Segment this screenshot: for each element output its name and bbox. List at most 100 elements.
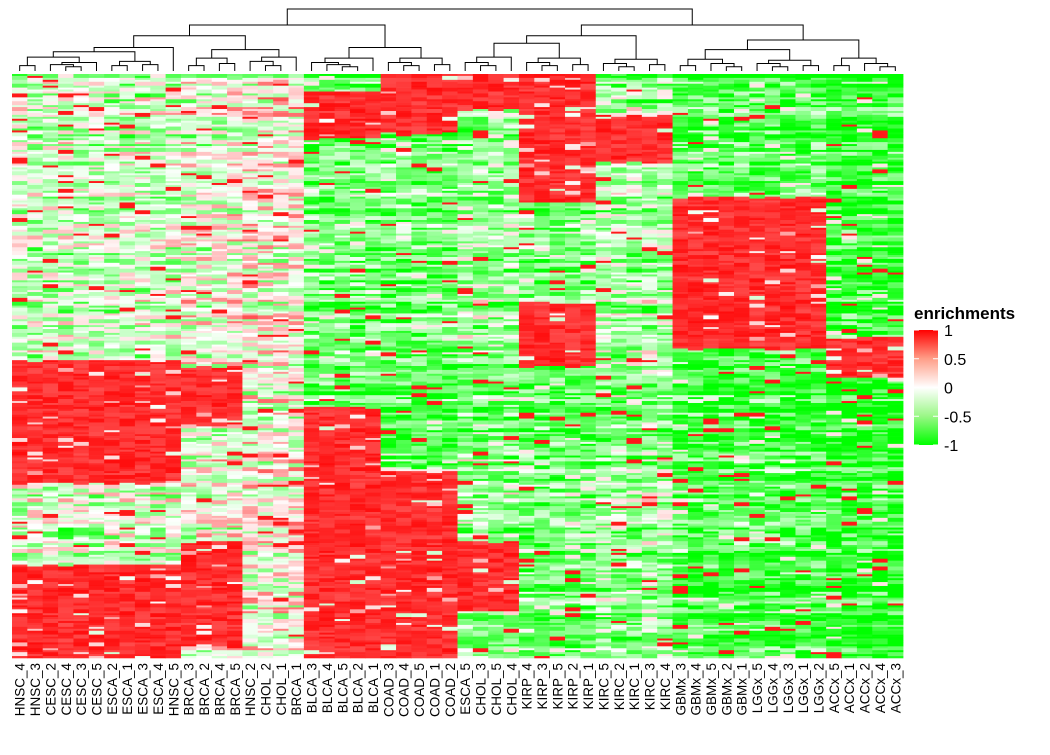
heatmap-cell xyxy=(211,572,228,575)
heatmap-cell xyxy=(349,599,366,602)
heatmap-cell xyxy=(227,159,243,162)
heatmap-cell xyxy=(150,132,167,137)
heatmap-cell xyxy=(27,220,44,225)
heatmap-cell xyxy=(242,414,259,419)
heatmap-cell xyxy=(88,475,105,478)
heatmap-cell xyxy=(334,313,351,318)
heatmap-cell xyxy=(288,221,305,227)
heatmap-cell xyxy=(180,447,197,452)
heatmap-cell xyxy=(73,299,90,303)
heatmap-cell xyxy=(242,484,259,489)
heatmap-cell xyxy=(12,387,28,392)
heatmap-cell xyxy=(303,476,320,480)
heatmap-cell xyxy=(227,595,243,598)
heatmap-cell xyxy=(303,192,320,197)
heatmap-cell xyxy=(257,428,274,431)
heatmap-cell xyxy=(303,204,320,207)
heatmap-cell xyxy=(42,83,59,86)
heatmap-cell xyxy=(319,184,335,190)
heatmap-cell xyxy=(104,418,120,423)
heatmap-cell xyxy=(27,395,44,400)
heatmap-cell xyxy=(273,155,289,159)
heatmap-cell xyxy=(319,570,335,575)
heatmap-cell xyxy=(303,513,320,517)
heatmap-cell xyxy=(88,476,105,480)
heatmap-cell xyxy=(288,358,305,361)
heatmap-cell xyxy=(165,74,182,79)
heatmap-cell xyxy=(242,426,259,431)
heatmap-cell xyxy=(319,539,335,544)
heatmap-cell xyxy=(303,566,320,569)
heatmap-cell xyxy=(273,184,289,188)
heatmap-cell xyxy=(303,327,320,332)
heatmap-cell xyxy=(88,401,105,406)
heatmap-cell xyxy=(58,486,74,489)
heatmap-cell xyxy=(365,227,382,231)
heatmap-cell xyxy=(349,463,366,466)
heatmap-cell xyxy=(319,132,335,135)
heatmap-cell xyxy=(365,420,382,423)
heatmap-cell xyxy=(334,266,351,269)
heatmap-cell xyxy=(242,572,259,575)
heatmap-cell xyxy=(104,656,120,659)
heatmap-cell xyxy=(165,414,182,419)
heatmap-cell xyxy=(73,210,90,215)
heatmap-cell xyxy=(180,87,197,90)
heatmap-cell xyxy=(42,531,59,536)
heatmap-cell xyxy=(349,480,366,484)
heatmap-cell xyxy=(334,198,351,201)
heatmap-cell xyxy=(319,188,335,192)
heatmap-cell xyxy=(12,568,28,573)
heatmap-cell xyxy=(349,338,366,343)
heatmap-cell xyxy=(58,147,74,151)
heatmap-cell xyxy=(288,329,305,332)
heatmap-cell xyxy=(242,278,259,281)
heatmap-cell xyxy=(165,77,182,83)
heatmap-cell xyxy=(88,311,105,316)
heatmap-cell xyxy=(165,486,182,489)
heatmap-cell xyxy=(365,439,382,443)
heatmap-cell xyxy=(119,628,136,632)
heatmap-cell xyxy=(227,260,243,266)
heatmap-cell xyxy=(12,609,28,614)
heatmap-cell xyxy=(227,541,243,546)
heatmap-cell xyxy=(42,266,59,269)
heatmap-cell xyxy=(58,198,74,201)
heatmap-cell xyxy=(319,603,335,606)
heatmap-cell xyxy=(211,323,228,326)
heatmap-cell xyxy=(27,198,44,203)
heatmap-cell xyxy=(380,247,397,252)
heatmap-cell xyxy=(88,539,105,544)
heatmap-cell xyxy=(119,313,136,318)
heatmap-cell xyxy=(73,428,90,431)
heatmap-cell xyxy=(303,410,320,414)
heatmap-cell xyxy=(365,237,382,240)
heatmap-cell xyxy=(303,556,320,560)
heatmap-cell xyxy=(165,630,182,635)
heatmap-cell xyxy=(42,74,59,79)
heatmap-cell xyxy=(319,323,335,328)
heatmap-cell xyxy=(242,650,259,653)
heatmap-cell xyxy=(119,362,136,367)
heatmap-cell xyxy=(150,128,167,133)
heatmap-cell xyxy=(242,147,259,151)
heatmap-cell xyxy=(73,95,90,98)
heatmap-cell xyxy=(211,533,228,536)
heatmap-cell xyxy=(334,379,351,382)
heatmap-cell xyxy=(227,564,243,567)
heatmap-cell xyxy=(180,354,197,357)
heatmap-cell xyxy=(288,237,305,242)
heatmap-cell xyxy=(104,299,120,304)
heatmap-cell xyxy=(58,229,74,234)
heatmap-cell xyxy=(180,615,197,618)
heatmap-cell xyxy=(211,541,228,546)
heatmap-cell xyxy=(211,527,228,530)
heatmap-cell xyxy=(134,478,151,482)
heatmap-cell xyxy=(58,609,74,612)
heatmap-cell xyxy=(288,500,305,503)
heatmap-cell xyxy=(12,512,28,517)
heatmap-cell xyxy=(42,525,59,530)
heatmap-cell xyxy=(150,475,167,478)
heatmap-cell xyxy=(242,438,259,443)
heatmap-cell xyxy=(319,574,335,577)
